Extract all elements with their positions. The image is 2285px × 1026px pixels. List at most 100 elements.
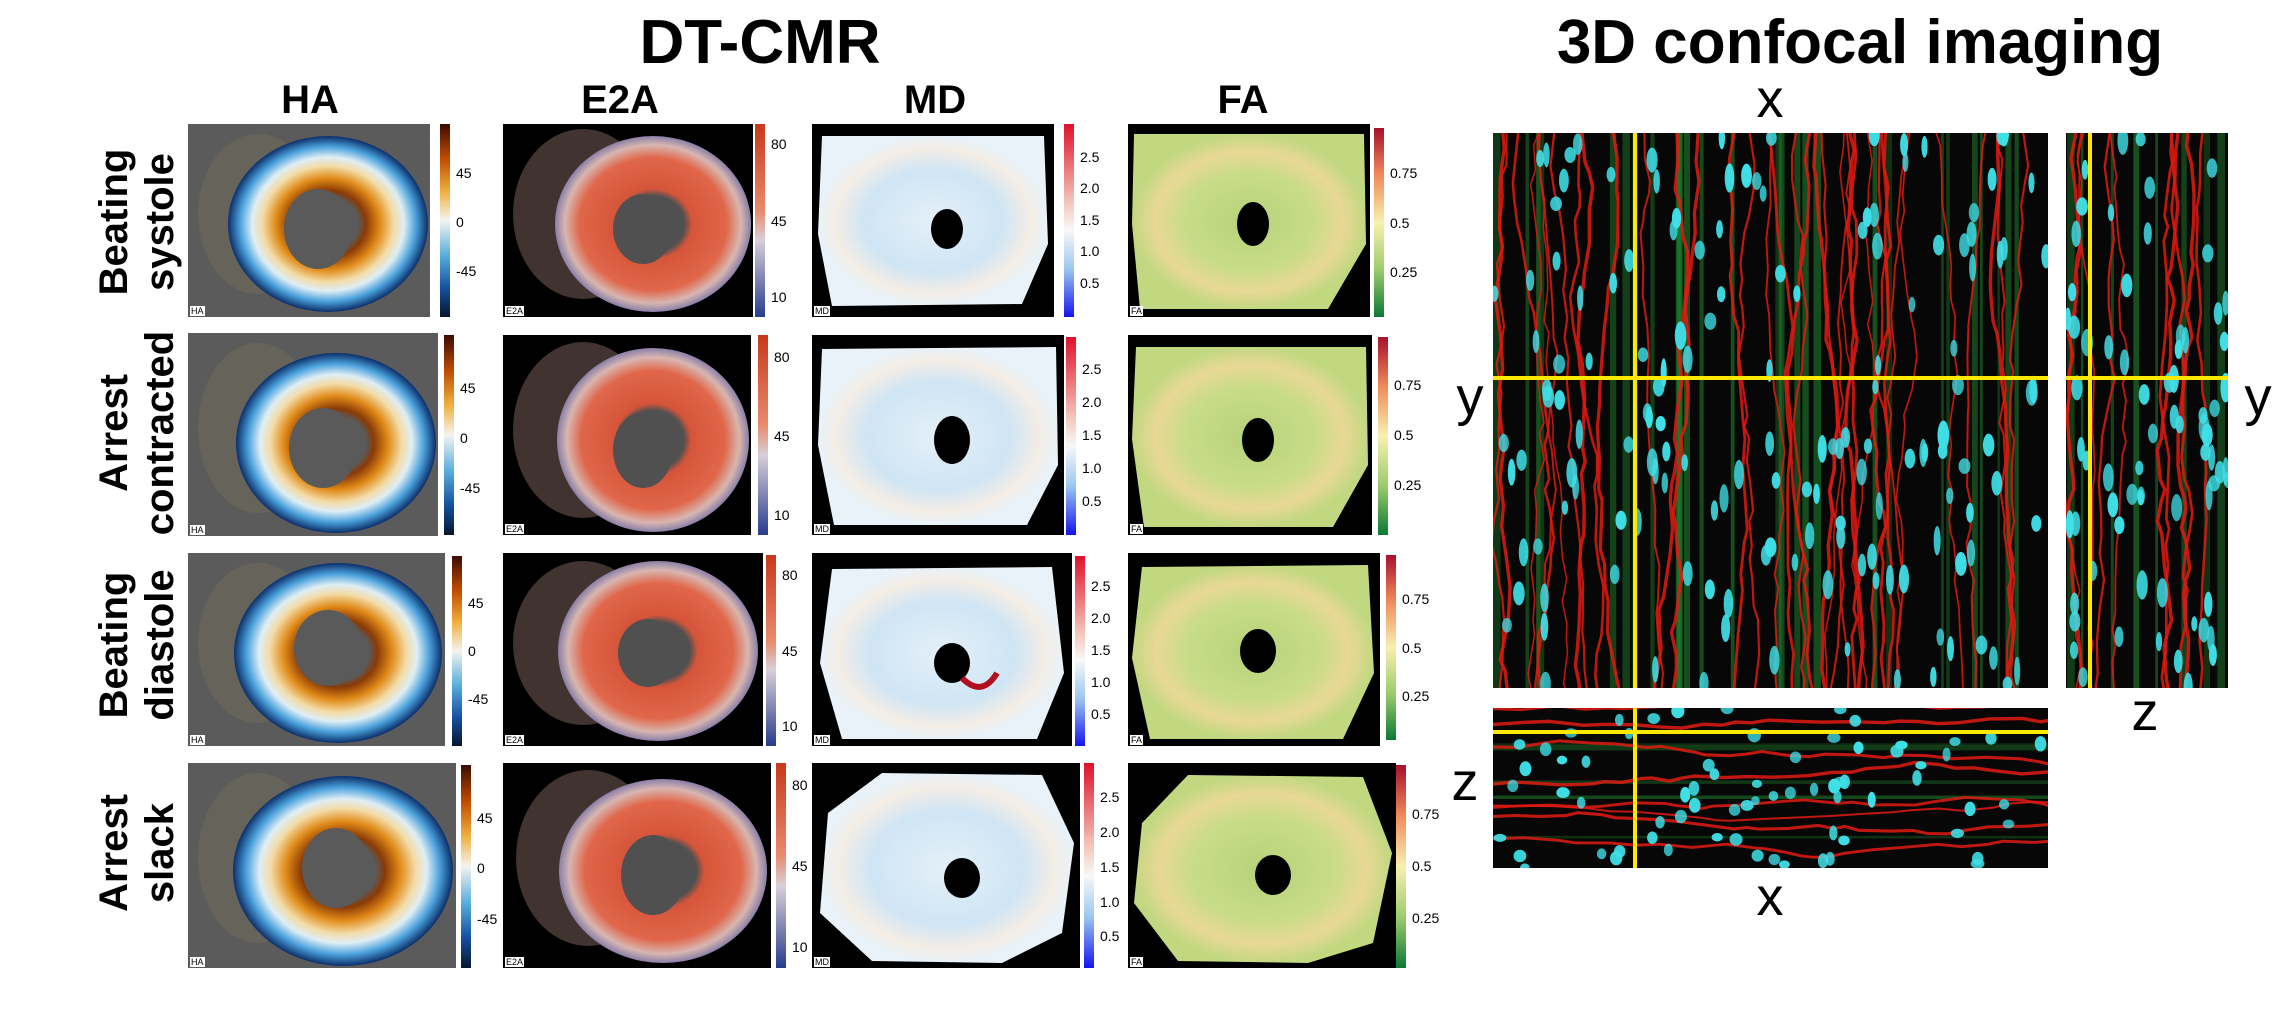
fa-map-image	[1134, 775, 1392, 963]
nucleus	[2034, 736, 2047, 752]
nucleus	[1741, 163, 1752, 188]
nucleus	[1872, 572, 1880, 590]
nucleus	[2206, 158, 2218, 178]
nucleus	[1937, 420, 1950, 450]
nucleus	[2220, 372, 2228, 403]
nucleus	[2117, 133, 2129, 155]
fa-map-image	[1132, 565, 1374, 739]
dtcmr-title: DT-CMR	[639, 8, 881, 77]
nucleus	[2135, 133, 2146, 147]
map-md-arrest-contracted: MD	[812, 335, 1064, 535]
membrane	[1935, 133, 1964, 688]
fibre	[1493, 133, 1501, 688]
row-label-line2: systole	[138, 153, 182, 291]
confocal-zy-view	[2066, 133, 2228, 688]
tick-fa-bot: 0.25	[1412, 910, 1440, 926]
nucleus	[1771, 472, 1781, 489]
nucleus	[1869, 202, 1880, 227]
fibre	[1536, 133, 1545, 688]
panel-tag: HA	[190, 525, 205, 535]
nucleus	[1681, 454, 1688, 472]
nucleus	[1827, 732, 1841, 743]
map-fa-beating-diastole: FA	[1128, 553, 1380, 746]
nucleus	[2029, 375, 2038, 404]
nucleus	[1613, 845, 1626, 858]
e2a-map-image	[513, 561, 758, 741]
colorbar-e2a	[758, 335, 768, 535]
axis-label-z-bottom: z	[1451, 752, 1479, 812]
fibre	[1980, 133, 1983, 688]
membrane	[1527, 133, 1546, 688]
nucleus	[1694, 240, 1705, 260]
nucleus	[1609, 564, 1620, 585]
panel-tag: FA	[1130, 524, 1144, 534]
nucleus	[2076, 197, 2088, 216]
panel-tag: E2A	[505, 306, 525, 316]
nucleus	[1784, 786, 1796, 800]
fibre	[1885, 133, 1893, 688]
membrane	[1870, 133, 1892, 688]
confocal-xz-image	[1493, 708, 2048, 868]
nucleus	[1912, 770, 1922, 786]
tick-md-3: 1.5	[1082, 427, 1102, 443]
fibre	[2133, 133, 2139, 688]
map-md-arrest-slack: MD	[812, 763, 1080, 968]
nucleus	[1688, 780, 1700, 796]
nucleus	[1809, 782, 1819, 796]
colorbar-md	[1064, 124, 1074, 317]
nucleus	[2002, 676, 2013, 688]
tick-e2a-top: 80	[782, 567, 798, 583]
fibre	[1730, 133, 1735, 688]
map-md-beating-diastole: MD	[812, 553, 1072, 746]
nucleus	[2138, 384, 2150, 405]
panel-tag: E2A	[505, 735, 525, 745]
row-label-line2: diastole	[138, 569, 182, 721]
nucleus	[1540, 612, 1549, 641]
fibre	[1946, 133, 1950, 688]
tick-md-4: 1.0	[1100, 894, 1120, 910]
fibre	[1609, 133, 1617, 688]
nucleus	[1507, 779, 1519, 793]
nucleus	[1553, 354, 1566, 374]
nucleus	[1663, 843, 1673, 857]
membrane	[1988, 133, 2017, 688]
nucleus	[1526, 269, 1535, 292]
tick-fa-mid: 0.5	[1390, 215, 1410, 231]
col-header-md: MD	[903, 78, 967, 122]
tick-fa-bot: 0.25	[1402, 688, 1430, 704]
nucleus	[2078, 667, 2088, 687]
nucleus	[2069, 641, 2079, 660]
membrane	[1493, 716, 2048, 730]
nucleus	[2114, 626, 2124, 648]
membrane	[1493, 811, 2048, 836]
nucleus	[1704, 579, 1715, 600]
nucleus	[2191, 616, 2198, 632]
fibre	[1997, 133, 2000, 688]
colorbar-fa	[1396, 765, 1406, 968]
tick-fa-bot: 0.25	[1390, 264, 1418, 280]
nucleus	[1835, 515, 1846, 531]
nucleus	[2081, 159, 2089, 180]
nucleus	[1720, 708, 1734, 715]
nucleus	[2000, 236, 2008, 261]
tick-md-2: 2.0	[1100, 824, 1120, 840]
map-ha-beating-diastole: HA	[188, 553, 445, 746]
tick-e2a-top: 80	[774, 349, 790, 365]
nucleus	[2077, 436, 2085, 462]
nucleus	[1719, 484, 1729, 513]
panel-tag: FA	[1130, 306, 1144, 316]
membrane	[1652, 133, 1690, 688]
nucleus	[1585, 352, 1593, 371]
nucleus	[1998, 133, 2010, 147]
nucleus	[1556, 787, 1570, 799]
fibre	[2110, 133, 2114, 688]
fibre	[2014, 133, 2019, 688]
tick-e2a-bot: 10	[774, 507, 790, 523]
tick-ha-mid: 0	[460, 430, 468, 446]
membrane	[1768, 133, 1795, 688]
panel-tag: FA	[1130, 957, 1144, 967]
nucleus	[1868, 133, 1880, 147]
nucleus	[1987, 167, 1997, 191]
nucleus	[2104, 335, 2114, 360]
fibre	[1650, 133, 1655, 688]
